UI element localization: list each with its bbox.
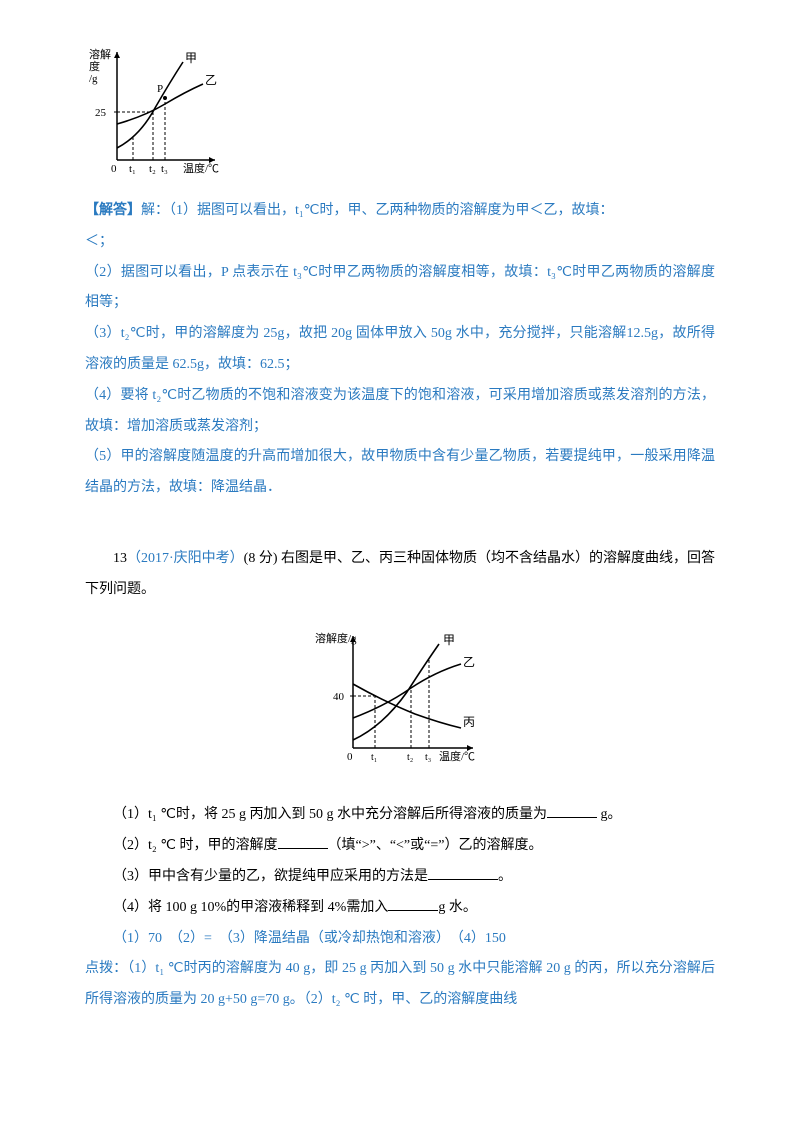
q13-explanation: 点拨：（1）t₁ ℃时丙的溶解度为 40 g，即 25 g 丙加入到 50 g … — [85, 954, 715, 1016]
chart1-x-label: 温度/℃ — [183, 161, 219, 175]
solution-5: （5）甲的溶解度随温度的升高而增加很大，故甲物质中含有少量乙物质，若要提纯甲，一… — [85, 442, 715, 504]
chart-1-svg: 溶解 度 /g 25 P t₁ t₂ t₃ 0 温度/℃ 甲 乙 — [85, 40, 225, 180]
solution-3: （3）t₂℃时，甲的溶解度为 25g，故把 20g 固体甲放入 50g 水中，充… — [85, 319, 715, 381]
svg-text:度: 度 — [89, 59, 100, 73]
q13-4: （4）将 100 g 10%的甲溶液稀释到 4%需加入 g 水。 — [85, 893, 715, 924]
solution-2: （2）据图可以看出，P 点表示在 t₃℃时甲乙两物质的溶解度相等，故填：t₃℃时… — [85, 258, 715, 320]
svg-text:/g: /g — [89, 73, 98, 85]
explanation-tag: 点拨： — [85, 961, 127, 976]
q13-1-text: （1）t₁ ℃时，将 25 g 丙加入到 50 g 水中充分溶解后所得溶液的质量… — [113, 807, 547, 822]
solution-1b: ＜； — [85, 227, 715, 258]
q13-2: （2）t₂ ℃ 时，甲的溶解度 （填“>”、“<”或“=”）乙的溶解度。 — [85, 831, 715, 862]
q13-number: 13 — [113, 551, 127, 566]
svg-text:t₃: t₃ — [161, 163, 168, 175]
chart2-x-label: 温度/℃ — [439, 749, 475, 763]
explanation-body: （1）t₁ ℃时丙的溶解度为 40 g，即 25 g 丙加入到 50 g 水中只… — [85, 961, 715, 1007]
svg-text:t₁: t₁ — [129, 163, 136, 175]
chart2-series-yi: 乙 — [463, 655, 475, 669]
q13-1: （1）t₁ ℃时，将 25 g 丙加入到 50 g 水中充分溶解后所得溶液的质量… — [85, 800, 715, 831]
q13-source: （2017·庆阳中考） — [127, 551, 244, 566]
q13-stem: 13（2017·庆阳中考）(8 分) 右图是甲、乙、丙三种固体物质（均不含结晶水… — [85, 544, 715, 606]
solution-tag: 【解答】 — [85, 203, 141, 218]
q13-score: (8 分) — [244, 551, 281, 566]
chart2-series-jia: 甲 — [443, 633, 455, 647]
svg-text:t₂: t₂ — [149, 163, 156, 175]
blank-3 — [428, 865, 498, 880]
chart-2-svg: 溶解度/g 40 t₁ t₂ t₃ 0 温度/℃ 甲 乙 丙 — [315, 622, 485, 772]
svg-text:t₃: t₃ — [425, 752, 431, 763]
svg-text:t₁: t₁ — [371, 752, 377, 763]
sol-1a: （1）据图可以看出，t₁℃时，甲、乙两种物质的溶解度为甲＜乙，故填： — [169, 203, 614, 218]
solution-4: （4）要将 t₂℃时乙物质的不饱和溶液变为该温度下的饱和溶液，可采用增加溶质或蒸… — [85, 381, 715, 443]
chart1-p-label: P — [157, 83, 163, 95]
svg-text:0: 0 — [111, 163, 117, 175]
q13-2-text: （2）t₂ ℃ 时，甲的溶解度 — [113, 838, 278, 853]
solubility-chart-1: 溶解 度 /g 25 P t₁ t₂ t₃ 0 温度/℃ 甲 乙 — [85, 40, 715, 180]
blank-2 — [278, 834, 328, 849]
q13-2-tail: （填“>”、“<”或“=”）乙的溶解度。 — [328, 838, 543, 853]
q13-3: （3）甲中含有少量的乙，欲提纯甲应采用的方法是 。 — [85, 862, 715, 893]
svg-text:t₂: t₂ — [407, 752, 413, 763]
blank-1 — [547, 803, 597, 818]
q13-answer: （1）70 （2）= （3）降温结晶（或冷却热饱和溶液） （4）150 — [85, 924, 715, 955]
svg-text:0: 0 — [347, 751, 353, 763]
blank-4 — [388, 895, 438, 910]
chart1-series-jia: 甲 — [185, 51, 197, 65]
chart2-series-bing: 丙 — [463, 715, 475, 729]
q13-4-text: （4）将 100 g 10%的甲溶液稀释到 4%需加入 — [113, 900, 388, 915]
q13-3-tail: 。 — [498, 869, 512, 884]
q13-1-unit: g。 — [597, 807, 622, 822]
q13-4-tail: g 水。 — [438, 900, 477, 915]
chart1-y-label: 溶解 — [89, 47, 111, 61]
svg-text:溶解度/g: 溶解度/g — [315, 631, 357, 645]
q13-3-text: （3）甲中含有少量的乙，欲提纯甲应采用的方法是 — [113, 869, 428, 884]
chart2-ytick-40: 40 — [333, 691, 345, 703]
chart1-series-yi: 乙 — [205, 73, 217, 87]
solution-1: 【解答】解：（1）据图可以看出，t₁℃时，甲、乙两种物质的溶解度为甲＜乙，故填： — [85, 196, 715, 227]
solubility-chart-2: 溶解度/g 40 t₁ t₂ t₃ 0 温度/℃ 甲 乙 丙 — [85, 622, 715, 785]
chart1-ytick-25: 25 — [95, 107, 107, 119]
solution-prefix: 解： — [141, 203, 169, 218]
